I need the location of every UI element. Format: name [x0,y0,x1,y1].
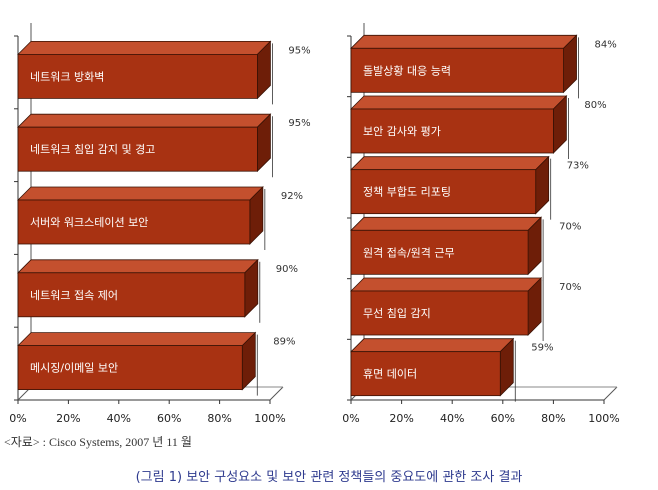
bar-front-face [350,169,537,215]
value-label: 80% [584,100,606,111]
bar-front-face [17,345,243,391]
floor-edge-right [603,386,618,401]
bar [350,155,550,215]
x-tick-label: 80% [207,412,231,425]
bar-top-face [350,338,515,353]
bar-top-face [17,113,272,128]
bar-front-face [17,54,258,99]
bar [350,34,578,94]
x-tick-label: 0% [342,412,359,425]
category-label: 보안 감사와 평가 [363,125,441,138]
category-label: 네트워크 접속 제어 [30,289,118,302]
bar-front-face [350,108,554,154]
bar-top-face [350,156,550,171]
chart-2: 0% 20% 40% 60% 80% 100% 돌발상황 대응 능력 84% 보안 감사와 평가… [342,23,620,425]
bar [17,258,259,318]
bar-top-face [350,34,578,49]
bar-front-face [17,199,251,245]
value-label: 70% [559,221,581,232]
bar-top-face [17,41,272,55]
source-note: <자료> : Cisco Systems, 2007 년 11 월 [4,435,192,449]
bar-front-face [17,272,246,318]
category-label: 메시징/이메일 보안 [30,361,118,375]
x-tick-label: 20% [56,412,80,425]
x-tick-label: 20% [389,412,413,425]
value-label: 95% [288,45,310,56]
category-label: 원격 접속/원격 근무 [363,246,455,259]
bar-top-face [17,186,264,201]
bar-top-face [17,332,257,347]
bar-top-face [350,216,543,231]
bar [17,113,272,173]
bar [350,95,568,154]
bar-front-face [350,351,501,397]
bar-top-face [17,259,259,274]
category-label: 무선 침입 감지 [363,307,431,320]
x-tick-label: 100% [588,412,619,425]
value-label: 73% [567,161,589,172]
bar-front-face [350,290,529,336]
figure-caption: (그림 1) 보안 구성요소 및 보안 관련 정책들의 중요도에 관한 조사 결… [135,470,523,485]
x-tick-label: 0% [9,412,26,425]
x-tick-label: 60% [157,412,181,425]
bar [350,277,543,336]
bar [350,216,543,276]
bar [17,186,264,245]
bar-front-face [17,126,258,172]
bar-front-face [350,47,564,93]
floor-edge-right [269,386,284,401]
category-label: 정책 부합도 리포팅 [363,186,451,199]
category-label: 돌발상황 대응 능력 [363,64,451,77]
x-tick-label: 60% [491,412,515,425]
bar-front-face [350,229,529,275]
x-tick-label: 80% [541,412,565,425]
value-label: 95% [288,118,310,129]
value-label: 92% [281,191,303,202]
value-label: 84% [595,39,617,50]
x-tick-label: 100% [254,412,285,425]
bar [350,337,515,397]
value-label: 90% [276,264,298,275]
value-label: 89% [273,337,295,348]
bar-top-face [350,95,568,110]
chart-canvas: 0% 20% 40% 60% 80% 100% 네트워크 방화벽 95% 네트워크 침입 감지 … [9,23,620,425]
x-tick-label: 40% [107,412,131,425]
category-label: 휴면 데이터 [363,368,417,381]
category-label: 네트워크 방화벽 [30,70,104,83]
bar [17,331,257,391]
value-label: 70% [559,282,581,293]
bar [17,40,272,100]
bar-top-face [350,277,543,292]
category-label: 서버와 워크스테이션 보안 [30,216,148,229]
chart-1: 0% 20% 40% 60% 80% 100% 네트워크 방화벽 95% 네트워크 침입 감지 … [9,23,311,425]
x-tick-label: 40% [440,412,464,425]
value-label: 59% [531,343,553,354]
category-label: 네트워크 침입 감지 및 경고 [30,143,155,156]
